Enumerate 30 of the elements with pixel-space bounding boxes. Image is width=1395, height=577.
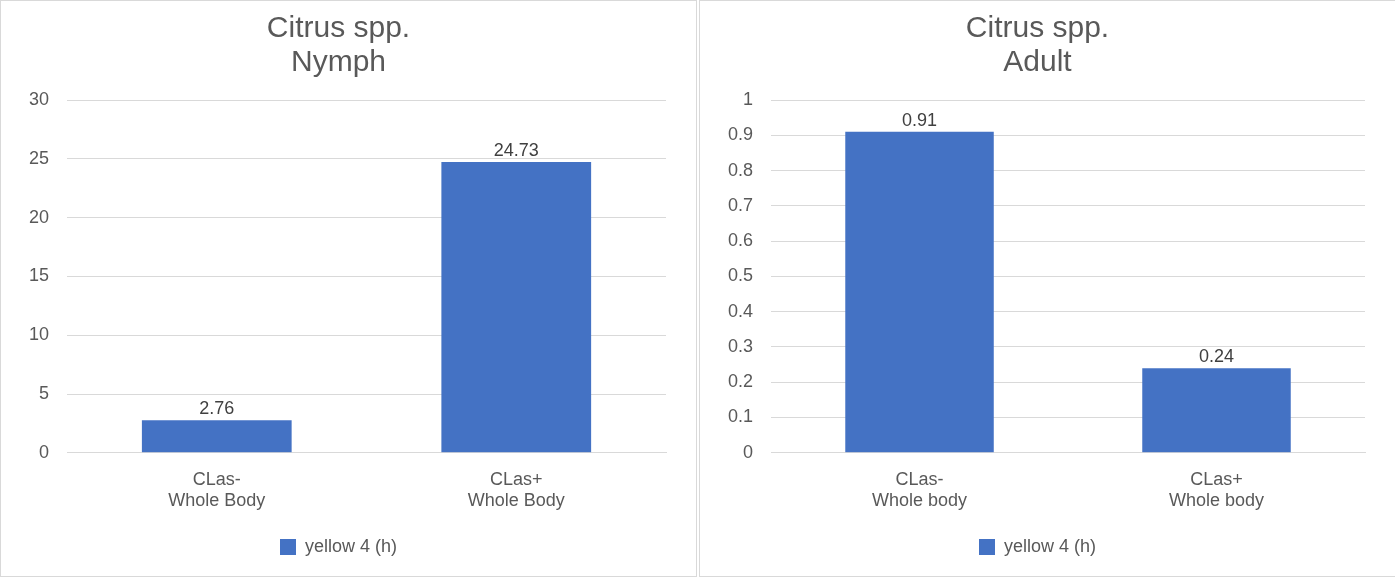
y-tick-label: 0 [39, 441, 50, 462]
y-tick-label: 25 [28, 147, 50, 168]
y-tick-label: 0.3 [727, 335, 754, 356]
y-tick-label: 10 [28, 324, 50, 345]
legend-label: yellow 4 (h) [1003, 535, 1097, 556]
x-tick-label: CLas+ Whole Body [467, 468, 565, 511]
x-tick-label: CLas- Whole Body [168, 468, 266, 511]
y-tick-label: 0.9 [727, 124, 754, 145]
y-tick-label: 1 [743, 88, 754, 109]
y-tick-label: 0.5 [727, 265, 754, 286]
y-tick-label: 0.1 [727, 406, 754, 427]
data-label: 0.91 [901, 109, 938, 130]
y-tick-label: 0.4 [727, 300, 754, 321]
y-tick-label: 0.2 [727, 371, 754, 392]
y-tick-label: 0.7 [727, 194, 754, 215]
data-label: 24.73 [493, 139, 539, 160]
y-tick-label: 0.8 [727, 159, 754, 180]
data-label: 2.76 [199, 398, 235, 419]
x-tick-label: CLas+ Whole body [1168, 468, 1265, 511]
y-tick-label: 15 [28, 265, 50, 286]
y-tick-label: 0.6 [727, 230, 754, 251]
chart-title: Citrus spp. Nymph [266, 9, 411, 78]
data-label: 0.24 [1198, 346, 1235, 367]
legend-label: yellow 4 (h) [304, 535, 398, 556]
y-tick-label: 30 [28, 88, 50, 109]
y-tick-label: 5 [39, 382, 50, 403]
y-tick-label: 0 [743, 441, 754, 462]
chart-title: Citrus spp. Adult [965, 9, 1110, 78]
y-tick-label: 20 [28, 206, 50, 227]
x-tick-label: CLas- Whole body [871, 468, 968, 511]
